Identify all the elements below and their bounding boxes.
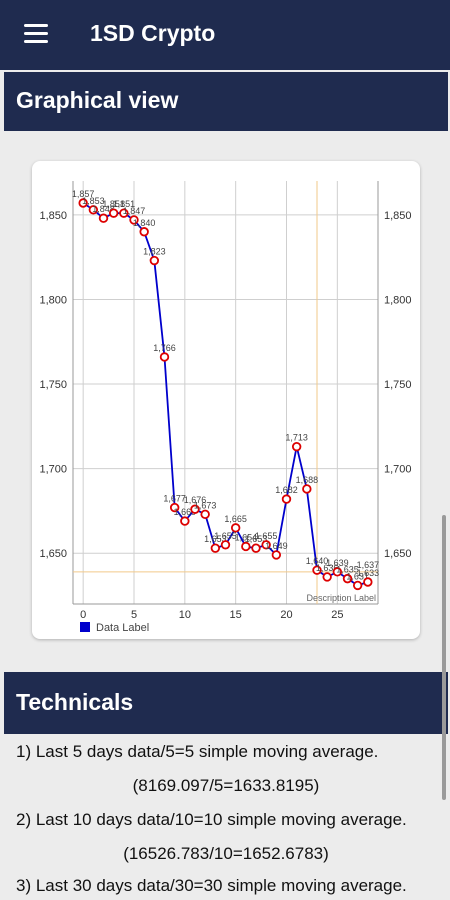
data-value-label: 1,851	[113, 199, 136, 209]
data-point[interactable]	[129, 215, 139, 225]
legend-swatch	[80, 622, 90, 632]
data-point[interactable]	[363, 577, 373, 587]
data-point[interactable]	[261, 540, 271, 550]
data-point[interactable]	[312, 565, 322, 575]
data-point[interactable]	[169, 502, 180, 513]
data-point[interactable]	[159, 352, 170, 362]
x-tick-label: 0	[80, 609, 86, 621]
y-tick-label-left: 1,750	[39, 379, 67, 391]
data-value-label: 1,654	[235, 532, 258, 542]
sma-30-text: 3) Last 30 days data/30=30 simple moving…	[16, 876, 407, 895]
data-point[interactable]	[302, 484, 312, 494]
data-value-label: 1,766	[153, 343, 176, 353]
data-value-label: 1,853	[82, 196, 105, 206]
data-value-label: 1,676	[184, 495, 207, 505]
data-value-label: 1,669	[174, 507, 197, 517]
data-point[interactable]	[332, 567, 343, 577]
chart-card: 0 5 10 15 20 25 1,650 1,650 1,700 1,700 1,750 1,750…	[32, 161, 420, 639]
data-value-label: 1,840	[133, 218, 156, 228]
series-line	[82, 202, 369, 587]
x-tick-label: 10	[179, 609, 191, 621]
y-tick-label-right: 1,850	[384, 210, 412, 222]
legend-label: Data Label	[96, 622, 149, 634]
data-point[interactable]	[251, 543, 261, 553]
data-value-label: 1,631	[346, 571, 369, 581]
data-point[interactable]	[291, 441, 302, 452]
data-value-label: 1,665	[224, 514, 247, 524]
data-point[interactable]	[190, 504, 200, 514]
data-point[interactable]	[241, 541, 251, 552]
data-point[interactable]	[220, 540, 231, 550]
description-label: Description Label	[306, 593, 376, 603]
data-point[interactable]	[78, 198, 88, 208]
y-tick-label-right: 1,800	[384, 294, 412, 306]
scrollbar[interactable]	[442, 515, 446, 800]
x-tick-label: 15	[230, 609, 242, 621]
data-value-label: 1,639	[326, 558, 349, 568]
data-value-label: 1,857	[72, 189, 95, 199]
sma-5-text: 1) Last 5 days data/5=5 simple moving av…	[16, 742, 379, 761]
data-value-label: 1,636	[316, 563, 339, 573]
data-value-label: 1,655	[214, 531, 237, 541]
app-bar: 1SD Crypto	[0, 0, 450, 70]
data-point[interactable]	[271, 550, 282, 560]
last-value-label: 1,637	[357, 560, 380, 570]
data-point[interactable]	[352, 580, 363, 591]
x-tick-label: 25	[331, 609, 343, 621]
data-value-label: 1,677	[163, 494, 186, 504]
data-point[interactable]	[210, 543, 221, 553]
data-value-label: 1,633	[357, 568, 380, 578]
data-value-label: 1,653	[245, 534, 268, 544]
graph-section-title: Graphical view	[16, 87, 179, 113]
data-value-label: 1,655	[255, 531, 278, 541]
data-value-label: 1,640	[306, 556, 329, 566]
technicals-section-header: Technicals	[4, 672, 448, 734]
sma-5-calc: (8169.097/5=1633.8195)	[132, 776, 320, 795]
technicals-section-title: Technicals	[16, 689, 134, 715]
data-value-label: 1,649	[265, 541, 288, 551]
data-value-label: 1,682	[275, 485, 298, 495]
data-point[interactable]	[149, 255, 160, 266]
data-point[interactable]	[200, 509, 210, 520]
y-tick-label-right: 1,650	[384, 548, 412, 560]
data-value-label: 1,848	[92, 204, 115, 214]
line-chart[interactable]: 0 5 10 15 20 25 1,650 1,650 1,700 1,700 1,750 1,750…	[32, 161, 420, 639]
graph-section-header: Graphical view	[4, 72, 448, 131]
y-tick-label-left: 1,800	[39, 294, 67, 306]
data-point[interactable]	[119, 208, 129, 218]
sma-10-calc: (16526.783/10=1652.6783)	[123, 844, 329, 863]
y-tick-label-right: 1,750	[384, 379, 412, 391]
data-point[interactable]	[98, 213, 109, 223]
data-point[interactable]	[342, 573, 353, 584]
data-point[interactable]	[139, 227, 149, 237]
sma-10-text: 2) Last 10 days data/10=10 simple moving…	[16, 810, 407, 829]
x-tick-label: 5	[131, 609, 137, 621]
y-tick-label-left: 1,850	[39, 210, 67, 222]
data-point[interactable]	[180, 516, 190, 526]
data-value-label: 1,713	[285, 433, 308, 443]
app-title: 1SD Crypto	[90, 20, 216, 46]
y-tick-label-left: 1,700	[39, 464, 67, 476]
technicals-content: 1) Last 5 days data/5=5 simple moving av…	[4, 734, 448, 900]
data-point[interactable]	[281, 494, 292, 504]
x-tick-label: 20	[280, 609, 292, 621]
data-value-label: 1,688	[296, 475, 319, 485]
data-value-label: 1,847	[123, 206, 146, 216]
y-tick-label-left: 1,650	[39, 548, 67, 560]
data-point[interactable]	[322, 572, 332, 582]
data-point[interactable]	[230, 523, 241, 533]
hamburger-menu-icon[interactable]	[24, 24, 48, 44]
data-point[interactable]	[88, 205, 99, 215]
data-point[interactable]	[108, 208, 119, 218]
data-value-label: 1,851	[102, 199, 125, 209]
y-tick-label-right: 1,700	[384, 464, 412, 476]
data-value-label: 1,673	[194, 500, 217, 510]
data-value-label: 1,635	[336, 565, 359, 575]
data-value-label: 1,653	[204, 534, 227, 544]
data-value-label: 1,823	[143, 247, 166, 257]
